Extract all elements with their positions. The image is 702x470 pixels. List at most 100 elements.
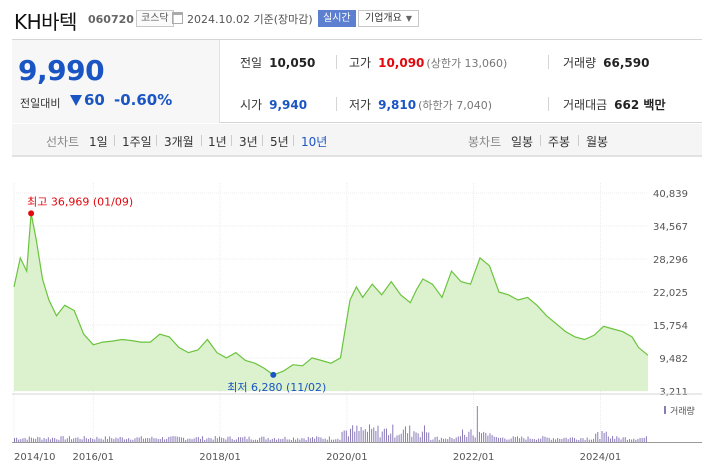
period-10y[interactable]: 10년 bbox=[301, 135, 328, 149]
volume-bar bbox=[161, 437, 163, 442]
market-badge: 코스닥 bbox=[136, 10, 174, 27]
volume-bar bbox=[77, 437, 79, 442]
volume-bar bbox=[438, 439, 440, 442]
volume-bar bbox=[428, 432, 430, 442]
volume-bar bbox=[81, 439, 83, 442]
price-chart[interactable]: 40,839 34,567 28,296 22,025 15,754 9,482 3,211… bbox=[0, 156, 702, 470]
volume-bar bbox=[22, 438, 24, 442]
period-3y[interactable]: 3년 bbox=[239, 135, 258, 149]
volume-bar bbox=[111, 438, 113, 442]
volume-bar bbox=[373, 427, 375, 442]
volume-bar bbox=[16, 437, 18, 442]
volume-bar bbox=[404, 426, 406, 442]
volume-bar bbox=[242, 437, 244, 442]
divider bbox=[578, 135, 579, 146]
volume-bar bbox=[447, 439, 449, 442]
volume-bar bbox=[212, 439, 214, 442]
volume-bar bbox=[221, 437, 223, 442]
volume-bar bbox=[248, 436, 250, 442]
volume-bar bbox=[195, 437, 197, 442]
volume-bar bbox=[145, 438, 147, 442]
volume-bar bbox=[263, 436, 265, 442]
volume-bar bbox=[586, 437, 588, 442]
y-tick-label: 9,482 bbox=[659, 354, 688, 365]
volume-bar bbox=[574, 438, 576, 442]
volume-bar bbox=[440, 437, 442, 442]
volume-bar bbox=[117, 438, 119, 442]
volume-bar bbox=[415, 432, 417, 442]
min-marker bbox=[270, 371, 277, 378]
prev-close-label: 전일 bbox=[240, 56, 263, 70]
volume-bar bbox=[333, 439, 335, 442]
volume-bar bbox=[643, 437, 645, 442]
volume-bar bbox=[223, 438, 225, 442]
period-1y[interactable]: 1년 bbox=[208, 135, 227, 149]
volume-bar bbox=[443, 438, 445, 442]
volume-bar bbox=[166, 438, 168, 442]
volume-legend-label: 거래량 bbox=[670, 405, 695, 417]
volume-bar bbox=[14, 438, 15, 442]
period-3m[interactable]: 3개월 bbox=[164, 135, 194, 149]
volume-bar bbox=[79, 438, 81, 442]
volume-bar bbox=[508, 439, 510, 442]
volume-bar bbox=[331, 439, 332, 442]
volume-bar bbox=[130, 439, 132, 442]
price-panel: 9,990 전일대비 60 -0.60% bbox=[12, 40, 220, 123]
candle-daily[interactable]: 일봉 bbox=[511, 135, 534, 149]
volume-bar bbox=[54, 438, 56, 442]
volume-bar bbox=[645, 436, 647, 442]
volume-bar bbox=[52, 437, 54, 442]
candle-weekly[interactable]: 주봉 bbox=[548, 135, 571, 149]
volume-bar bbox=[318, 437, 320, 442]
period-1w[interactable]: 1주일 bbox=[122, 135, 152, 149]
volume-bar bbox=[47, 437, 49, 442]
volume-bar bbox=[419, 437, 421, 442]
candle-monthly[interactable]: 월봉 bbox=[586, 135, 609, 149]
volume-bar bbox=[400, 433, 402, 442]
volume-bar bbox=[37, 436, 39, 442]
volume-bar bbox=[474, 437, 476, 442]
volume-bar bbox=[155, 438, 157, 442]
volume-bar bbox=[493, 436, 495, 442]
volume-bar bbox=[529, 438, 531, 442]
volume-bar bbox=[366, 431, 368, 442]
volume-bar bbox=[301, 438, 303, 442]
volume-bar bbox=[396, 435, 398, 442]
volume-bar bbox=[390, 433, 392, 442]
volume-bar bbox=[567, 439, 569, 442]
divider bbox=[114, 135, 115, 146]
line-chart-label: 선차트 bbox=[46, 135, 80, 149]
period-1d[interactable]: 1일 bbox=[89, 135, 108, 149]
volume-bar bbox=[624, 437, 626, 442]
corp-info-dropdown[interactable]: 기업개요 ▼ bbox=[358, 10, 419, 27]
volume-bar bbox=[504, 438, 506, 442]
volume-bar bbox=[75, 437, 77, 442]
volume-bar bbox=[531, 439, 533, 442]
volume-bar bbox=[620, 439, 622, 442]
volume-bar bbox=[174, 436, 176, 442]
realtime-button[interactable]: 실시간 bbox=[318, 10, 356, 27]
divider bbox=[231, 135, 232, 146]
volume-bar bbox=[231, 438, 233, 442]
volume-bar bbox=[394, 437, 396, 442]
volume-bar bbox=[516, 436, 518, 442]
volume-bar bbox=[316, 436, 318, 442]
volume-bar bbox=[436, 436, 438, 442]
volume-bar bbox=[199, 438, 201, 442]
volume-bar bbox=[269, 439, 271, 442]
max-label: 최고 36,969 (01/09) bbox=[27, 195, 133, 208]
volume-bar bbox=[98, 438, 100, 442]
prev-close-cell: 전일 10,050 bbox=[240, 54, 315, 71]
volume-bar bbox=[227, 436, 229, 442]
y-tick-label: 34,567 bbox=[653, 222, 688, 233]
volume-bar bbox=[170, 436, 172, 442]
volume-bar bbox=[381, 431, 383, 442]
volume-bar bbox=[512, 436, 514, 442]
volume-bar bbox=[60, 436, 62, 442]
volume-bar bbox=[559, 438, 561, 442]
volume-bar bbox=[485, 432, 487, 442]
period-5y[interactable]: 5년 bbox=[270, 135, 289, 149]
volume-bar bbox=[208, 437, 210, 442]
volume-bar bbox=[303, 438, 305, 442]
volume-bar bbox=[571, 437, 573, 442]
